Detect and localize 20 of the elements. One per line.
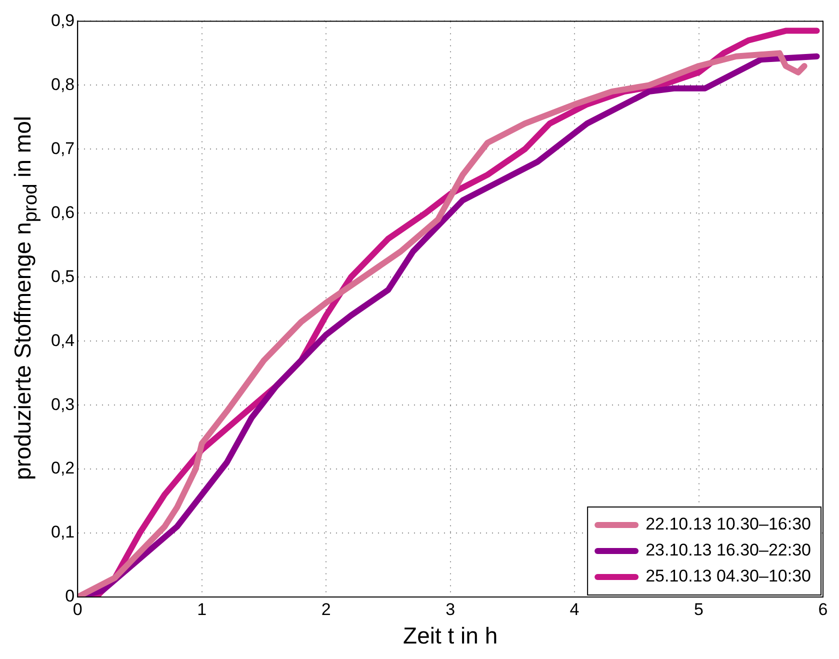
y-tick-label: 0,8 <box>50 74 75 94</box>
y-tick-label: 0,7 <box>50 138 75 158</box>
y-tick-label: 0,9 <box>50 10 75 30</box>
y-tick-label: 0,5 <box>50 266 75 286</box>
y-tick-label: 0,1 <box>50 522 75 542</box>
legend-label: 23.10.13 16.30–22:30 <box>646 540 812 560</box>
x-tick-label: 6 <box>818 600 828 619</box>
legend-label: 25.10.13 04.30–10:30 <box>646 566 812 586</box>
x-axis-title: Zeit t in h <box>403 622 498 649</box>
x-tick-label: 1 <box>197 600 207 619</box>
y-tick-label: 0,3 <box>50 394 75 414</box>
x-tick-label: 5 <box>694 600 704 619</box>
y-tick-label: 0 <box>65 586 75 606</box>
legend-label: 22.10.13 10.30–16:30 <box>646 514 812 534</box>
y-tick-label: 0,6 <box>50 202 75 222</box>
y-tick-label: 0,4 <box>50 330 75 350</box>
y-tick-label: 0,2 <box>50 458 75 478</box>
x-tick-label: 2 <box>321 600 331 619</box>
x-tick-label: 4 <box>570 600 580 619</box>
x-tick-label: 3 <box>446 600 456 619</box>
